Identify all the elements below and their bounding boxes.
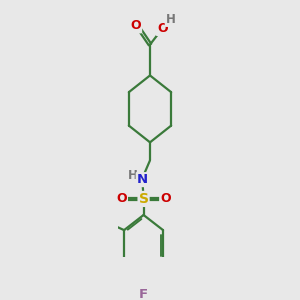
Text: O: O	[160, 192, 171, 206]
Text: H: H	[166, 13, 176, 26]
Text: O: O	[116, 192, 127, 206]
Text: S: S	[139, 192, 148, 206]
Text: O: O	[130, 20, 141, 32]
Text: O: O	[157, 22, 167, 35]
Text: H: H	[128, 169, 138, 182]
Text: N: N	[137, 173, 148, 186]
Text: F: F	[139, 288, 148, 300]
